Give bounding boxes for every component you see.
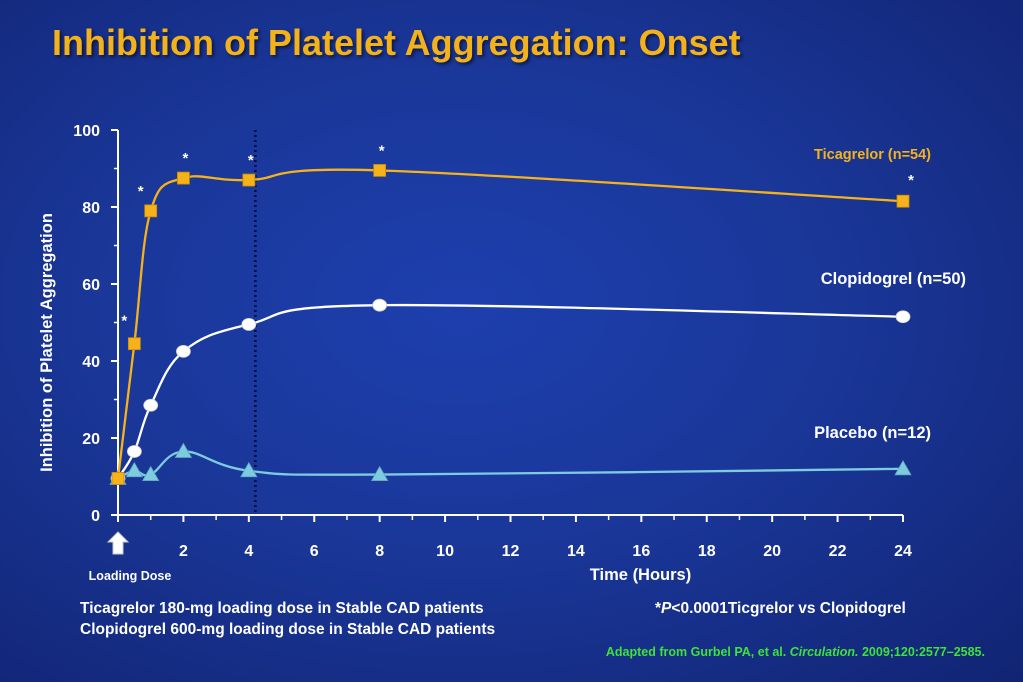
pvalue-star: * bbox=[655, 600, 662, 617]
data-point-triangle bbox=[125, 461, 144, 478]
x-tick-label: 18 bbox=[698, 543, 716, 560]
pvalue-note: *P<0.0001Ticgrelor vs Clopidogrel bbox=[655, 600, 906, 618]
chart-series: * * * * * * bbox=[109, 142, 914, 485]
series-label-circle: Clopidogrel (n=50) bbox=[821, 270, 966, 288]
data-point-square bbox=[896, 194, 910, 208]
significance-star: * bbox=[908, 172, 914, 189]
y-tick-label: 80 bbox=[82, 200, 100, 217]
x-tick-label: 22 bbox=[829, 543, 847, 560]
data-point-circle bbox=[126, 445, 142, 458]
series-line-circle bbox=[117, 303, 904, 480]
series-label-triangle: Placebo (n=12) bbox=[814, 424, 931, 442]
significance-star: * bbox=[379, 142, 385, 159]
data-point-circle bbox=[241, 318, 257, 331]
x-tick-label: 12 bbox=[502, 543, 520, 560]
y-tick-label: 40 bbox=[82, 354, 100, 371]
significance-star: * bbox=[182, 150, 188, 167]
y-tick-label: 100 bbox=[73, 123, 100, 140]
footnote-clopidogrel: Clopidogrel 600-mg loading dose in Stabl… bbox=[80, 621, 496, 638]
significance-star: * bbox=[248, 152, 254, 169]
data-point-triangle bbox=[142, 465, 160, 481]
source-citation: Adapted from Gurbel PA, et al. Circulati… bbox=[606, 645, 985, 659]
data-point-square bbox=[177, 171, 190, 185]
data-point-circle bbox=[895, 310, 911, 324]
data-point-square bbox=[111, 472, 125, 485]
y-tick-label: 60 bbox=[82, 277, 100, 294]
y-tick-label: 20 bbox=[82, 431, 100, 448]
data-point-triangle bbox=[894, 459, 912, 476]
chart-labels: Ticagrelor (n=54) Clopidogrel (n=50) Place… bbox=[814, 147, 966, 442]
source-suffix: 2009;120:2577–2585. bbox=[858, 645, 985, 659]
x-tick-label: 4 bbox=[244, 543, 253, 560]
x-axis-title: Time (Hours) bbox=[590, 566, 691, 584]
page-title: Inhibition of Platelet Aggregation: Onse… bbox=[52, 22, 741, 63]
data-point-triangle bbox=[174, 442, 193, 458]
source-journal: Circulation. bbox=[789, 645, 859, 659]
x-tick-label: 20 bbox=[763, 543, 781, 560]
significance-star: * bbox=[121, 313, 127, 330]
data-point-square bbox=[144, 204, 158, 218]
pvalue-rest: <0.0001Ticgrelor vs Clopidogrel bbox=[671, 600, 906, 617]
loading-dose-arrow-icon bbox=[106, 531, 130, 555]
x-tick-label: 24 bbox=[894, 543, 912, 560]
data-point-triangle bbox=[240, 461, 258, 478]
data-point-circle bbox=[176, 344, 191, 358]
x-tick-label: 6 bbox=[310, 543, 319, 560]
series-line-triangle bbox=[117, 450, 904, 480]
x-tick-label: 8 bbox=[375, 543, 384, 560]
series-label-square: Ticagrelor (n=54) bbox=[814, 147, 931, 163]
source-prefix: Adapted from Gurbel PA, et al. bbox=[605, 645, 790, 659]
data-point-square bbox=[242, 173, 256, 187]
pvalue-p: P bbox=[661, 600, 672, 617]
data-point-triangle bbox=[370, 465, 389, 481]
significance-star: * bbox=[138, 183, 144, 200]
y-tick-label: 0 bbox=[91, 508, 100, 525]
data-point-circle bbox=[143, 398, 159, 412]
x-tick-label: 14 bbox=[567, 543, 585, 560]
x-tick-label: 10 bbox=[436, 543, 454, 560]
series-line-square bbox=[116, 168, 904, 479]
data-point-square bbox=[127, 337, 141, 351]
x-tick-label: 2 bbox=[179, 543, 188, 560]
data-point-circle bbox=[372, 298, 388, 312]
footnote-ticagrelor: Ticagrelor 180-mg loading dose in Stable… bbox=[80, 600, 484, 617]
loading-dose-label: Loading Dose bbox=[89, 569, 172, 583]
x-tick-label: 16 bbox=[632, 543, 650, 560]
y-axis-title: Inhibition of Platelet Aggregation bbox=[38, 213, 56, 472]
data-point-square bbox=[373, 164, 387, 177]
